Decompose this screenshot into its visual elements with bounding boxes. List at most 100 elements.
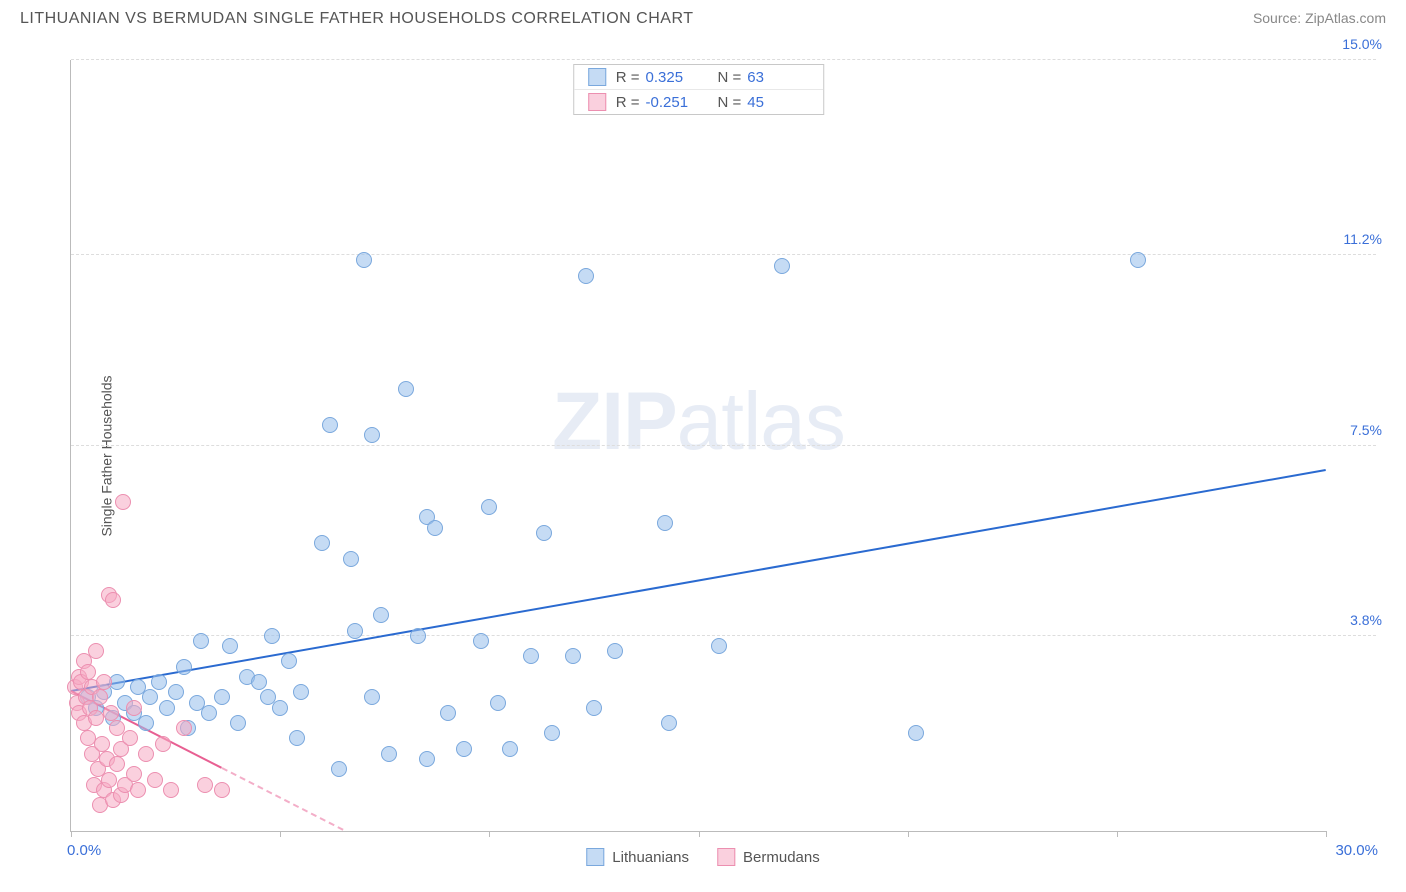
data-point: [159, 700, 175, 716]
gridline: [71, 445, 1376, 446]
data-point: [163, 782, 179, 798]
data-point: [138, 715, 154, 731]
watermark-light: atlas: [677, 376, 845, 467]
data-point: [427, 520, 443, 536]
data-point: [657, 515, 673, 531]
legend-item-bermudans: Bermudans: [717, 848, 820, 866]
data-point: [201, 705, 217, 721]
data-point: [711, 638, 727, 654]
data-point: [193, 633, 209, 649]
source-name: ZipAtlas.com: [1305, 10, 1386, 26]
data-point: [364, 689, 380, 705]
data-point: [343, 551, 359, 567]
r-value-0: 0.325: [646, 69, 708, 86]
data-point: [314, 535, 330, 551]
data-point: [410, 628, 426, 644]
xtick: [489, 831, 490, 837]
data-point: [456, 741, 472, 757]
source-attribution: Source: ZipAtlas.com: [1253, 10, 1386, 26]
trend-line: [221, 767, 343, 831]
data-point: [908, 725, 924, 741]
data-point: [92, 689, 108, 705]
data-point: [398, 381, 414, 397]
chart-title: LITHUANIAN VS BERMUDAN SINGLE FATHER HOU…: [20, 10, 694, 28]
data-point: [565, 648, 581, 664]
ytick-label: 15.0%: [1342, 36, 1382, 52]
legend-label-bermudans: Bermudans: [743, 849, 820, 866]
data-point: [289, 730, 305, 746]
data-point: [281, 653, 297, 669]
data-point: [381, 746, 397, 762]
watermark: ZIPatlas: [552, 375, 845, 469]
data-point: [155, 736, 171, 752]
data-point: [126, 766, 142, 782]
data-point: [142, 689, 158, 705]
stats-row-bermudans: R = -0.251 N = 45: [574, 89, 824, 114]
legend-swatch-bermudans: [717, 848, 735, 866]
data-point: [347, 623, 363, 639]
data-point: [80, 730, 96, 746]
data-point: [578, 268, 594, 284]
plot-area: ZIPatlas R = 0.325 N = 63 R = -0.251 N =…: [70, 60, 1326, 832]
data-point: [96, 674, 112, 690]
data-point: [481, 499, 497, 515]
chart-container: Single Father Households ZIPatlas R = 0.…: [20, 40, 1386, 872]
data-point: [364, 427, 380, 443]
data-point: [607, 643, 623, 659]
xtick: [1326, 831, 1327, 837]
x-min-label: 0.0%: [67, 842, 101, 859]
n-value-1: 45: [747, 94, 809, 111]
data-point: [293, 684, 309, 700]
data-point: [1130, 252, 1146, 268]
data-point: [523, 648, 539, 664]
data-point: [126, 700, 142, 716]
data-point: [440, 705, 456, 721]
gridline: [71, 59, 1376, 60]
data-point: [774, 258, 790, 274]
data-point: [176, 659, 192, 675]
r-label-0: R =: [616, 69, 640, 86]
trend-line: [71, 469, 1326, 692]
data-point: [101, 772, 117, 788]
xtick: [280, 831, 281, 837]
data-point: [138, 746, 154, 762]
ytick-label: 7.5%: [1350, 422, 1382, 438]
data-point: [103, 705, 119, 721]
data-point: [168, 684, 184, 700]
data-point: [536, 525, 552, 541]
ytick-label: 11.2%: [1343, 231, 1382, 247]
data-point: [109, 756, 125, 772]
data-point: [214, 782, 230, 798]
data-point: [373, 607, 389, 623]
data-point: [130, 782, 146, 798]
data-point: [544, 725, 560, 741]
data-point: [272, 700, 288, 716]
data-point: [473, 633, 489, 649]
data-point: [176, 720, 192, 736]
n-label-1: N =: [718, 94, 742, 111]
r-label-1: R =: [616, 94, 640, 111]
gridline: [71, 254, 1376, 255]
data-point: [356, 252, 372, 268]
data-point: [661, 715, 677, 731]
xtick: [71, 831, 72, 837]
data-point: [322, 417, 338, 433]
data-point: [251, 674, 267, 690]
data-point: [122, 730, 138, 746]
data-point: [94, 736, 110, 752]
xtick: [699, 831, 700, 837]
data-point: [230, 715, 246, 731]
swatch-bermudans: [588, 93, 606, 111]
data-point: [586, 700, 602, 716]
data-point: [197, 777, 213, 793]
xtick: [908, 831, 909, 837]
data-point: [151, 674, 167, 690]
n-value-0: 63: [747, 69, 809, 86]
watermark-strong: ZIP: [552, 376, 677, 467]
source-label: Source:: [1253, 10, 1305, 26]
data-point: [502, 741, 518, 757]
data-point: [88, 643, 104, 659]
legend-item-lithuanians: Lithuanians: [586, 848, 689, 866]
n-label-0: N =: [718, 69, 742, 86]
swatch-lithuanians: [588, 68, 606, 86]
